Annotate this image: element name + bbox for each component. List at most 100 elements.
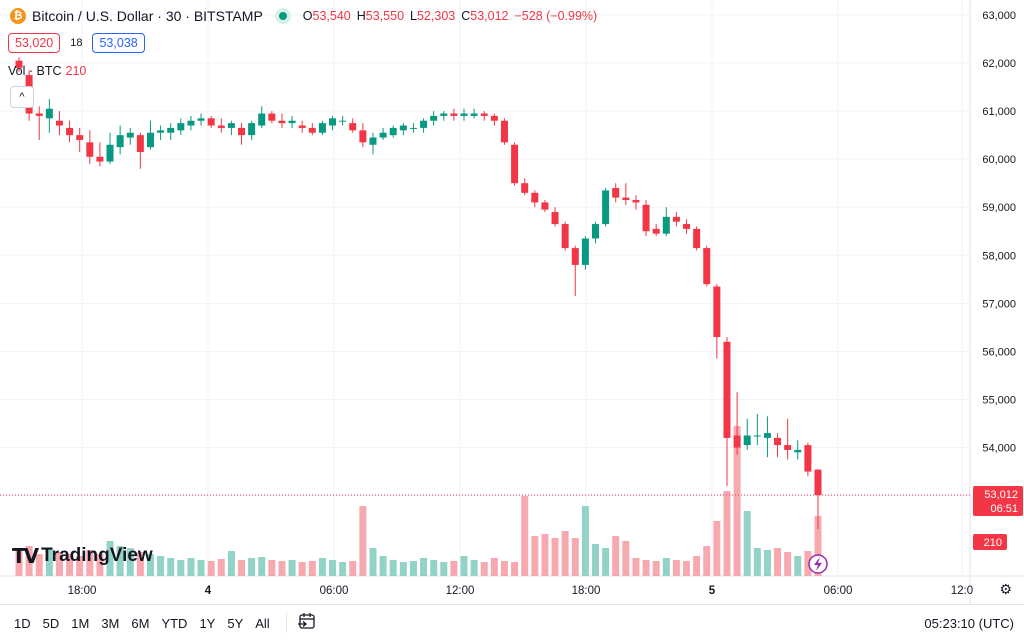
candle-body	[591, 224, 599, 239]
change-value: −528 (−0.99%)	[514, 9, 598, 23]
volume-bar	[25, 546, 33, 576]
range-1y[interactable]: 1Y	[199, 615, 216, 631]
candle	[66, 120, 74, 143]
last-price-label: 53,012	[984, 489, 1018, 501]
time-tick-label: 18:00	[68, 585, 97, 597]
candle-body	[511, 144, 519, 184]
candle-body	[298, 125, 306, 128]
price-tick-label: 60,000	[982, 154, 1016, 166]
candle	[389, 125, 397, 138]
candle-body	[612, 188, 620, 198]
candle	[743, 418, 751, 450]
candle	[662, 207, 670, 237]
candle	[622, 183, 630, 205]
volume-bar	[511, 562, 519, 576]
candle-body	[571, 248, 579, 265]
volume-bar	[248, 558, 256, 576]
candle-body	[784, 445, 792, 450]
range-3m[interactable]: 3M	[101, 615, 120, 631]
candle-body	[288, 120, 296, 124]
volume-bar	[430, 560, 438, 576]
candle-body	[490, 115, 498, 121]
volume-legend: Vol · BTC 210	[8, 64, 86, 78]
candle-body	[86, 142, 94, 157]
volume-bar	[106, 541, 114, 576]
candle-body	[713, 286, 721, 337]
range-5y[interactable]: 5Y	[227, 615, 244, 631]
collapse-legend-button[interactable]: ^	[10, 86, 34, 108]
candle	[672, 212, 680, 227]
candle-body	[430, 115, 438, 121]
candle-body	[187, 120, 195, 126]
date-range-icon[interactable]	[297, 612, 317, 635]
candle	[703, 245, 711, 287]
candle	[763, 416, 771, 458]
range-5d[interactable]: 5D	[42, 615, 60, 631]
candle-body	[207, 118, 215, 126]
candle-body	[248, 123, 256, 136]
candle-body	[399, 125, 407, 131]
candle-body	[642, 204, 650, 232]
range-1d[interactable]: 1D	[14, 615, 31, 631]
range-all[interactable]: All	[255, 615, 270, 631]
candle	[308, 123, 316, 136]
range-1m[interactable]: 1M	[71, 615, 90, 631]
volume-bar	[460, 556, 468, 576]
candle-body	[96, 156, 104, 162]
candle-body	[652, 228, 660, 234]
candle	[683, 219, 691, 234]
volume-bar	[450, 561, 458, 576]
ohlc-values: O53,540 H53,550 L52,303 C53,012 −528 (−0…	[303, 9, 597, 23]
time-tick-label: 06:00	[824, 585, 853, 597]
time-axis[interactable]: 18:00 4 06:00 12:00 18:00 5 06:00 12:0	[68, 585, 974, 597]
volume-label: Vol · BTC	[8, 64, 62, 78]
candle	[460, 108, 468, 121]
candle-body	[66, 127, 74, 136]
volume-tag-label: 210	[984, 537, 1002, 549]
candle	[581, 236, 589, 270]
candle-body	[217, 125, 225, 128]
price-tick-label: 57,000	[982, 298, 1016, 310]
candle-body	[318, 123, 326, 133]
volume-bar	[622, 541, 630, 576]
volume-bar	[146, 554, 154, 576]
sell-price-button[interactable]: 53,020	[8, 33, 61, 53]
volume-bar	[15, 548, 23, 576]
utc-clock[interactable]: 05:23:10 (UTC)	[924, 615, 1014, 631]
candle	[521, 178, 529, 196]
candle	[55, 111, 63, 136]
volume-bar	[278, 561, 286, 576]
lightning-icon[interactable]	[808, 554, 828, 574]
volume-bar	[45, 549, 53, 576]
candle	[106, 132, 114, 164]
volume-bar	[662, 558, 670, 576]
candle	[349, 118, 357, 133]
candle-body	[106, 144, 114, 162]
price-tick-label: 56,000	[982, 346, 1016, 358]
price-axis[interactable]: 63,000 62,000 61,000 60,000 59,000 58,000 57,0…	[982, 10, 1016, 503]
trade-buttons: 53,020 18 53,038	[8, 33, 145, 53]
price-chart[interactable]: 63,000 62,000 61,000 60,000 59,000 58,000 57,0…	[0, 0, 1024, 604]
candle	[126, 127, 134, 145]
candle-body	[369, 137, 377, 145]
volume-bar	[96, 554, 104, 576]
volume-bar	[500, 561, 508, 576]
volume-bar	[581, 506, 589, 576]
candle-body	[359, 130, 367, 143]
candle	[146, 120, 154, 150]
candle-body	[157, 130, 165, 133]
candle-body	[349, 123, 357, 131]
tradingview-logo[interactable]: TV TradingView	[12, 544, 153, 568]
range-6m[interactable]: 6M	[131, 615, 150, 631]
symbol-title[interactable]: Bitcoin / U.S. Dollar · 30 · BITSTAMP	[32, 8, 263, 24]
candle	[369, 132, 377, 155]
gear-icon[interactable]: ⚙	[999, 581, 1012, 597]
time-tick-label: 18:00	[572, 585, 601, 597]
volume-bar	[531, 536, 539, 576]
candle	[258, 106, 266, 128]
range-ytd[interactable]: YTD	[161, 615, 188, 631]
buy-price-button[interactable]: 53,038	[92, 33, 145, 53]
candle	[561, 221, 569, 251]
candle	[157, 125, 165, 140]
volume-bar	[217, 559, 225, 576]
